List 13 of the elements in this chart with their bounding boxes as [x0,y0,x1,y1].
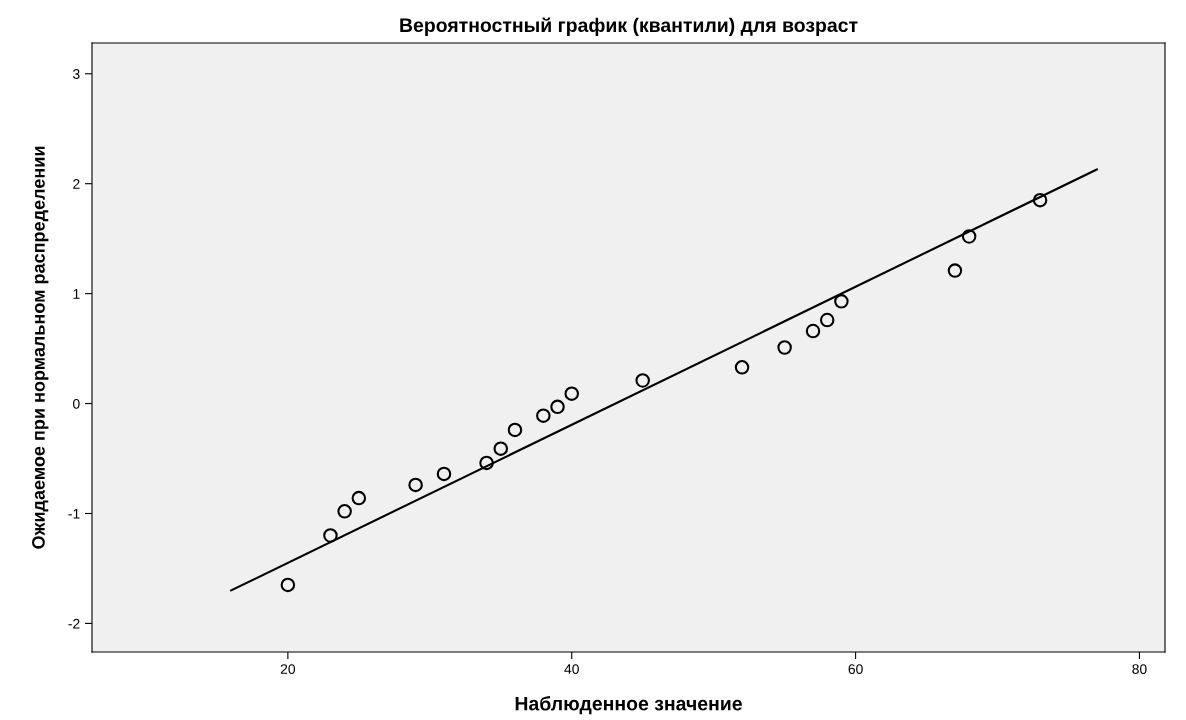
y-tick-label: 2 [73,179,80,189]
y-tick-label: 0 [73,398,80,409]
y-tick-label: 1 [73,289,80,299]
y-axis-title: Ожидаемое при нормальном распределении [32,146,49,549]
x-tick-label: 80 [1132,664,1147,675]
chart-title: Вероятностный график (квантили) для возраст [400,17,858,36]
x-tick-label: 20 [280,664,296,675]
y-tick-label: -2 [68,618,80,629]
x-tick-label: 60 [848,664,863,675]
x-tick-label: 40 [564,664,579,675]
y-tick-label: 3 [73,69,80,79]
y-tick-label: -1 [68,508,80,519]
x-axis-title: Наблюденное значение [515,696,742,715]
